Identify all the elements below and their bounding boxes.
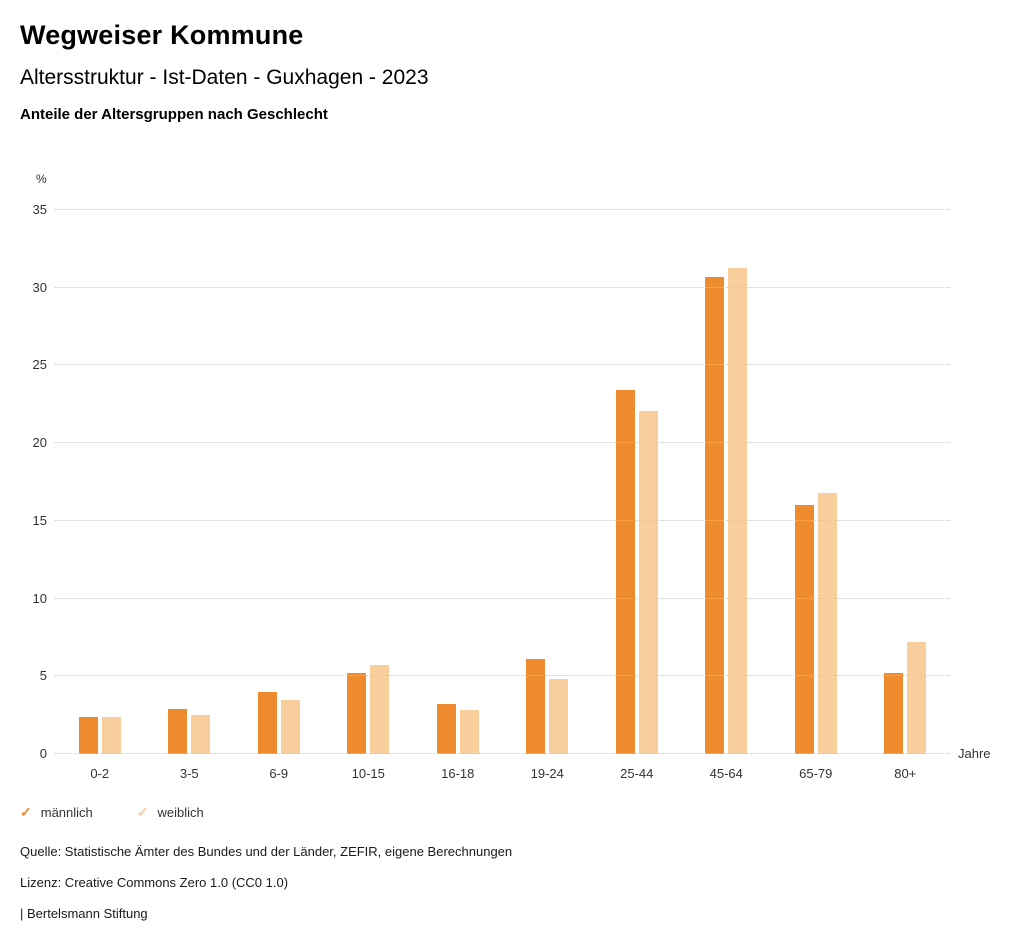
x-category-label: 19-24 xyxy=(530,766,564,781)
x-category-label: 80+ xyxy=(894,766,917,781)
gridline xyxy=(55,597,950,599)
bar-männlich-19-24[interactable] xyxy=(526,659,546,754)
gridline xyxy=(55,209,950,210)
x-axis-label: Jahre xyxy=(958,746,991,761)
bar-weiblich-3-5[interactable] xyxy=(191,715,211,754)
bar-männlich-80+[interactable] xyxy=(884,673,904,754)
legend-item-weiblich[interactable]: ✓ weiblich xyxy=(137,804,204,821)
legend-item-männlich[interactable]: ✓ männlich xyxy=(20,804,93,821)
x-category-label: 16-18 xyxy=(441,766,475,781)
bar-weiblich-0-2[interactable] xyxy=(101,716,121,754)
gridline xyxy=(55,442,950,444)
x-category-label: 6-9 xyxy=(269,766,289,781)
check-icon: ✓ xyxy=(20,804,32,820)
footer-source: Quelle: Statistische Ämter des Bundes un… xyxy=(20,844,513,859)
x-axis-labels: 0-2 3-5 6-9 10-15 16-18 19-24 25-44 45-64 65-79 8… xyxy=(55,766,950,781)
y-tick-label: 25 xyxy=(32,357,47,373)
x-category-label: 10-15 xyxy=(351,766,385,781)
x-category-label: 0-2 xyxy=(90,766,110,781)
bar-männlich-10-15[interactable] xyxy=(347,673,367,754)
bar-männlich-16-18[interactable] xyxy=(436,704,456,754)
y-tick-label: 20 xyxy=(32,435,47,451)
bar-weiblich-45-64[interactable] xyxy=(728,267,748,754)
bar-männlich-65-79[interactable] xyxy=(794,505,814,754)
gridline xyxy=(55,753,950,754)
bar-männlich-6-9[interactable] xyxy=(257,691,277,754)
legend-label: männlich xyxy=(40,805,93,820)
bar-group xyxy=(324,210,414,754)
bar-group xyxy=(592,210,682,754)
bar-group xyxy=(55,210,145,754)
bar-weiblich-6-9[interactable] xyxy=(280,699,300,754)
gridline xyxy=(55,675,950,677)
chart-title: Anteile der Altersgruppen nach Geschlech… xyxy=(20,106,328,123)
bar-group xyxy=(413,210,503,754)
bar-group xyxy=(234,210,324,754)
bar-weiblich-19-24[interactable] xyxy=(549,679,569,754)
x-category-label: 45-64 xyxy=(709,766,743,781)
bar-group xyxy=(682,210,772,754)
bar-weiblich-65-79[interactable] xyxy=(817,492,837,754)
y-tick-label: 35 xyxy=(32,202,47,217)
bar-group xyxy=(145,210,235,754)
footer-license: Lizenz: Creative Commons Zero 1.0 (CC0 1… xyxy=(20,875,289,890)
y-tick-label: 10 xyxy=(32,590,47,606)
bar-group xyxy=(861,210,951,754)
bar-männlich-0-2[interactable] xyxy=(78,716,98,754)
gridline xyxy=(55,519,950,521)
gridline xyxy=(55,364,950,366)
y-tick-label: 0 xyxy=(39,746,47,761)
check-icon: ✓ xyxy=(136,804,149,820)
bars-container xyxy=(55,210,950,754)
bar-weiblich-16-18[interactable] xyxy=(459,710,479,754)
y-tick-label: 30 xyxy=(32,279,47,295)
bar-group xyxy=(503,210,593,754)
legend-label: weiblich xyxy=(157,805,204,820)
x-category-label: 3-5 xyxy=(179,766,199,781)
x-category-label: 65-79 xyxy=(799,766,833,781)
chart-subtitle: Altersstruktur - Ist-Daten - Guxhagen - … xyxy=(20,66,429,89)
bar-group xyxy=(771,210,861,754)
y-axis-unit-label: % xyxy=(36,172,47,186)
page-title: Wegweiser Kommune xyxy=(20,20,304,50)
bar-männlich-45-64[interactable] xyxy=(705,276,725,754)
bar-männlich-25-44[interactable] xyxy=(615,390,635,754)
bar-weiblich-80+[interactable] xyxy=(907,642,927,754)
x-category-label: 25-44 xyxy=(620,766,654,781)
bar-männlich-3-5[interactable] xyxy=(168,708,188,754)
bar-weiblich-25-44[interactable] xyxy=(638,410,658,754)
legend: ✓ männlich ✓ weiblich xyxy=(20,804,204,821)
chart-plot-area: 0 5 10 15 20 25 30 35 xyxy=(33,203,950,761)
y-tick-label: 15 xyxy=(32,512,47,528)
footer-attribution: | Bertelsmann Stiftung xyxy=(20,906,148,921)
gridline xyxy=(55,286,950,288)
bar-weiblich-10-15[interactable] xyxy=(370,665,390,754)
y-tick-label: 5 xyxy=(39,668,47,684)
